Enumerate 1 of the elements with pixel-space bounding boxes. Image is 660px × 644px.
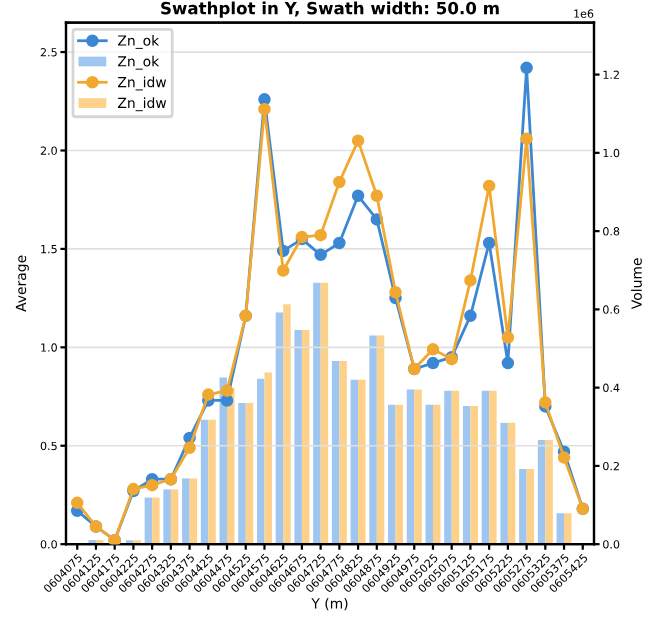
chart-title: Swathplot in Y, Swath width: 50.0 m bbox=[161, 1, 499, 18]
